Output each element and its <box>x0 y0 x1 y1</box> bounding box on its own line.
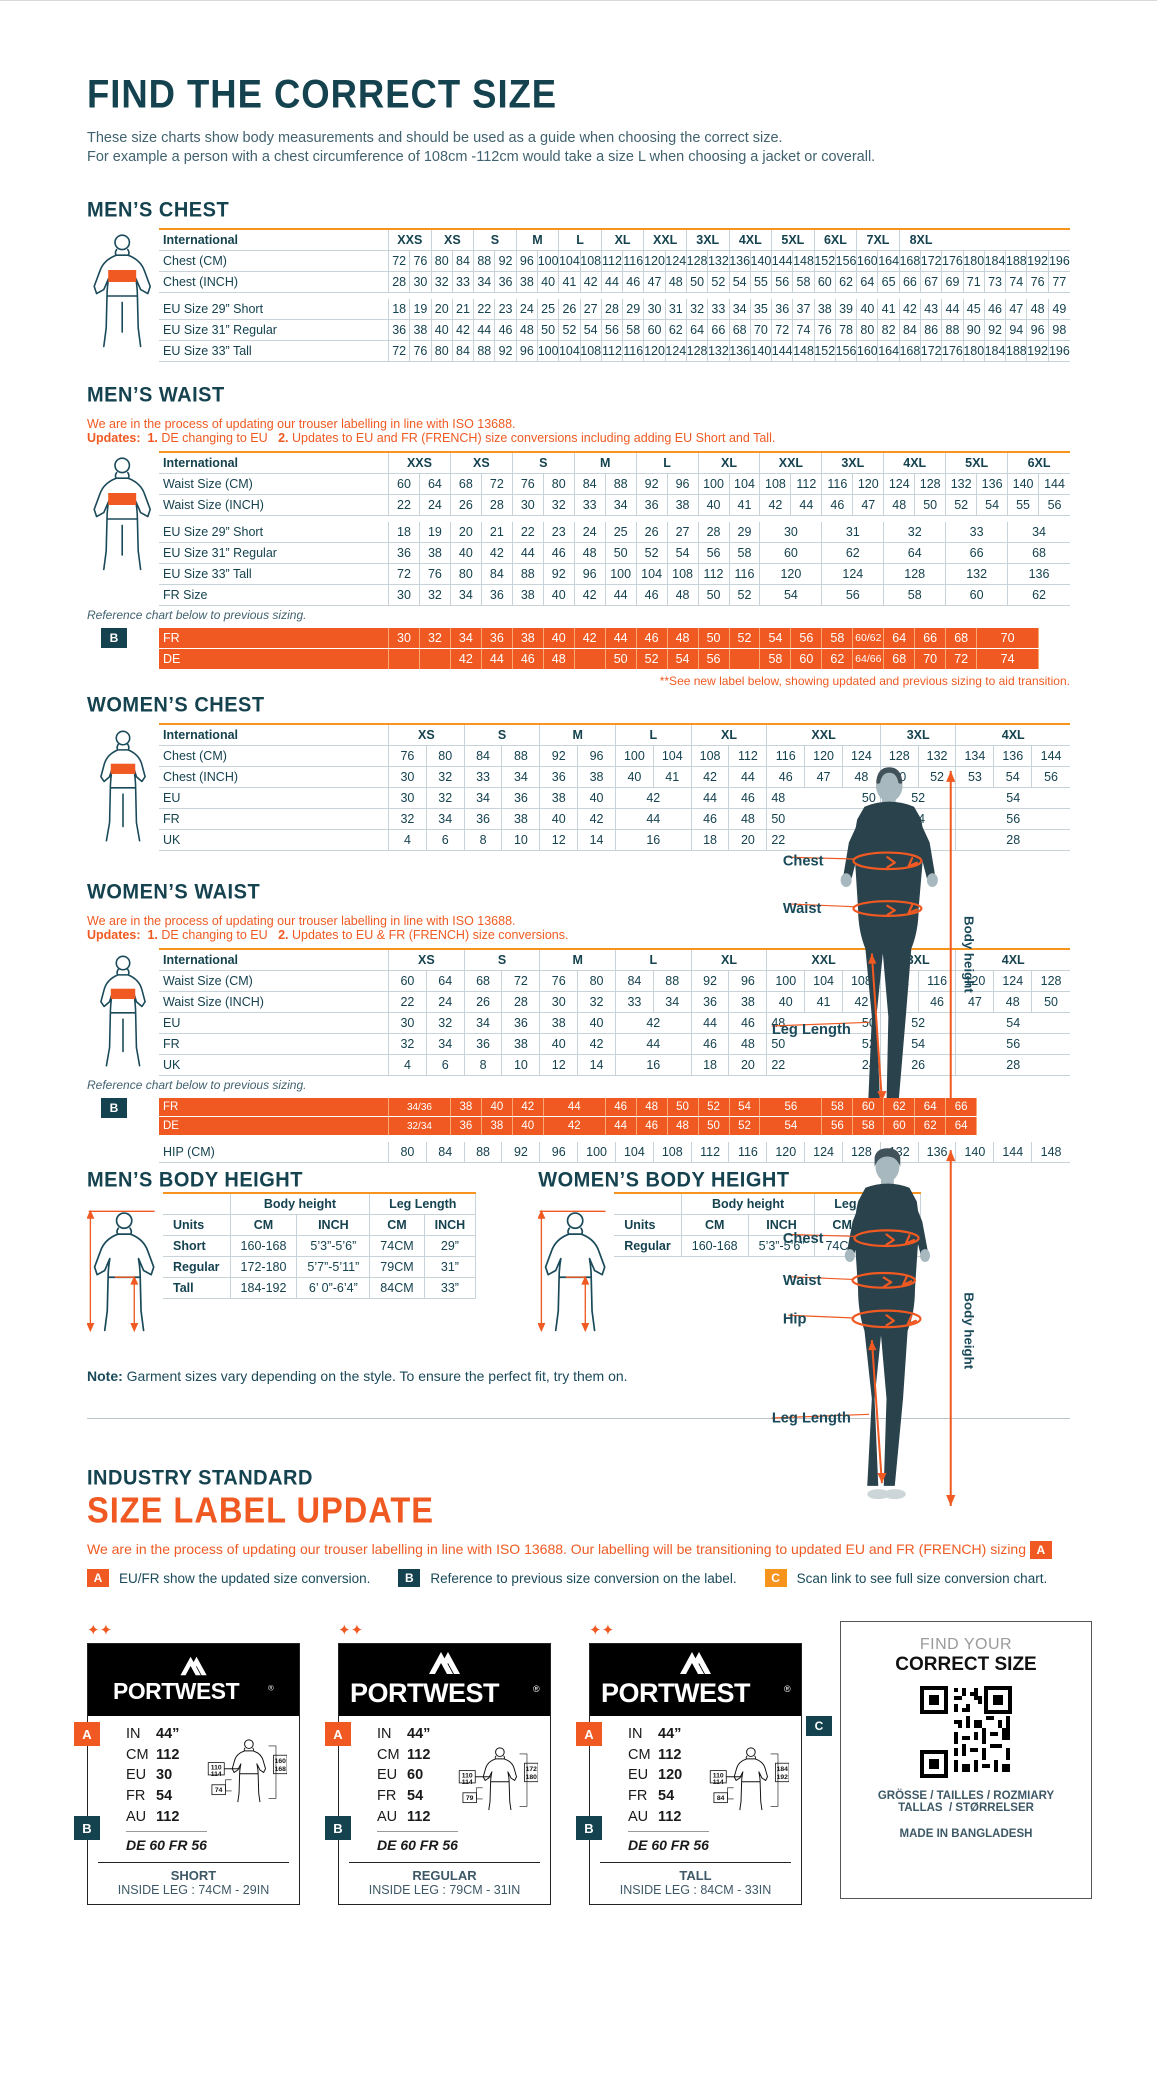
svg-text:PORTWEST: PORTWEST <box>113 1678 240 1704</box>
svg-text:Body height: Body height <box>961 1292 976 1369</box>
svg-text:Waist: Waist <box>783 1273 822 1289</box>
svg-text:Leg Length: Leg Length <box>772 1022 851 1038</box>
svg-text:180: 180 <box>526 1775 538 1782</box>
svg-text:Body height: Body height <box>961 916 976 993</box>
svg-text:79: 79 <box>466 1795 474 1802</box>
svg-text:114: 114 <box>211 1771 222 1778</box>
svg-text:168: 168 <box>275 1767 287 1774</box>
svg-text:Chest: Chest <box>783 1231 824 1247</box>
svg-text:84: 84 <box>717 1795 725 1802</box>
svg-text:PORTWEST: PORTWEST <box>350 1678 500 1708</box>
svg-text:®: ® <box>268 1683 274 1692</box>
svg-text:Leg Length: Leg Length <box>772 1411 851 1427</box>
svg-text:PORTWEST: PORTWEST <box>601 1678 751 1708</box>
svg-text:110: 110 <box>211 1765 222 1772</box>
svg-text:110: 110 <box>713 1773 724 1780</box>
svg-text:160: 160 <box>275 1759 287 1766</box>
svg-text:172: 172 <box>526 1767 538 1774</box>
svg-text:Chest: Chest <box>783 853 824 869</box>
svg-text:®: ® <box>533 1684 540 1694</box>
svg-text:184: 184 <box>777 1767 789 1774</box>
svg-text:114: 114 <box>462 1779 473 1786</box>
svg-text:110: 110 <box>462 1773 473 1780</box>
svg-text:74: 74 <box>215 1787 223 1794</box>
svg-text:114: 114 <box>713 1779 724 1786</box>
svg-text:Hip: Hip <box>783 1311 807 1327</box>
svg-text:®: ® <box>784 1684 791 1694</box>
svg-text:192: 192 <box>777 1775 789 1782</box>
